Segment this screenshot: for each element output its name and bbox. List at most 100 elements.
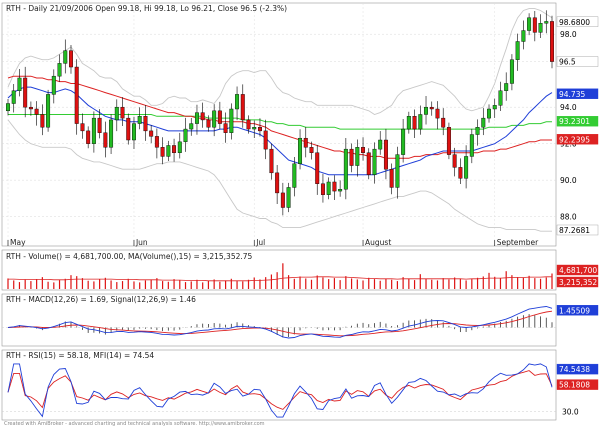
macd-value-badge: 1.45509 <box>559 306 590 315</box>
rsi-pane-frame <box>1 349 557 421</box>
price-pane: 98.096.594.092.090.088.0 98.680096.594.7… <box>1 2 599 247</box>
volume-badges: 4,681,700 3,215,352 <box>556 264 599 288</box>
candle-body <box>504 83 509 91</box>
candle-body <box>69 50 73 68</box>
candle-body <box>550 21 554 62</box>
candle-body <box>74 66 79 124</box>
macd-line <box>7 306 553 339</box>
bollinger-upper-line <box>7 8 553 115</box>
candles <box>6 10 554 216</box>
month-label: Jul <box>255 238 265 247</box>
candle-body <box>395 154 400 188</box>
price-badge: 93.2301 <box>559 117 590 126</box>
candle-body <box>212 110 217 128</box>
candle-body <box>298 137 303 164</box>
bollinger-lower-line <box>7 119 552 232</box>
candle-body <box>46 94 51 128</box>
candle-body <box>332 181 337 192</box>
candle-body <box>103 132 108 148</box>
month-label: May <box>10 238 26 247</box>
volume-ma-badge-box <box>556 276 599 288</box>
candle-body <box>252 127 257 130</box>
candle-body <box>223 123 228 133</box>
ma20-line <box>7 86 553 176</box>
price-badge-box <box>556 224 599 236</box>
candle-body <box>292 163 297 188</box>
candle-body <box>338 189 343 192</box>
month-label: September <box>497 238 539 247</box>
macd-title: RTH - MACD(12,26) = 1.69, Signal(12,26,9… <box>6 295 196 304</box>
candle-body <box>229 108 234 133</box>
price-badge: 98.6800 <box>559 18 590 27</box>
candle-body <box>406 116 411 130</box>
rsi-line <box>7 370 553 410</box>
footer-credit: Created with AmiBroker - advanced charti… <box>4 421 265 427</box>
candle-body <box>498 90 503 106</box>
candle-body <box>378 139 383 150</box>
rsi-badges: 74.5438 58.1808 <box>556 363 599 390</box>
candle-body <box>280 192 285 208</box>
candle-body <box>194 112 199 124</box>
candle-body <box>326 181 331 195</box>
candle-body <box>487 108 491 119</box>
rsi-lines <box>2 363 556 418</box>
candle-body <box>189 123 194 130</box>
moving-averages <box>7 75 553 176</box>
candle-body <box>217 110 222 124</box>
volume-pane: 4,681,700 3,215,352 RTH - Volume() = 4,68… <box>1 249 599 291</box>
candle-body <box>481 117 486 128</box>
candle-body <box>435 108 440 119</box>
candle-body <box>469 134 474 157</box>
candle-body <box>172 145 177 153</box>
candle-body <box>154 136 159 148</box>
candle-body <box>114 106 119 121</box>
price-tick-label: 98.0 <box>560 30 577 39</box>
price-badge: 87.2681 <box>559 226 590 235</box>
candle-body <box>177 141 182 153</box>
candle-body <box>120 106 125 119</box>
price-badge: 94.735 <box>559 90 585 99</box>
candle-body <box>143 116 148 132</box>
price-badge-box <box>556 88 599 99</box>
candle-body <box>286 187 291 208</box>
candle-body <box>458 167 463 179</box>
bollinger-bands <box>7 8 553 232</box>
candle-body <box>418 114 423 130</box>
ma200-line <box>8 114 552 130</box>
mfi-line <box>7 363 553 418</box>
macd-signal-line <box>7 310 553 337</box>
candle-body <box>91 117 96 144</box>
candle-body <box>149 130 154 137</box>
candle-body <box>40 114 45 128</box>
candle-body <box>57 63 62 77</box>
candle-body <box>475 127 480 135</box>
candle-body <box>361 147 366 153</box>
candle-body <box>86 130 91 144</box>
candle-body <box>343 148 348 190</box>
candle-body <box>97 117 102 133</box>
candle-body <box>137 116 142 124</box>
candle-body <box>464 156 469 179</box>
price-badge: 96.5 <box>559 58 576 67</box>
candle-body <box>275 172 280 194</box>
candle-body <box>17 77 22 91</box>
candle-body <box>527 17 532 31</box>
price-badge-box <box>556 116 599 127</box>
candle-body <box>452 154 457 168</box>
candle-body <box>23 77 28 108</box>
rsi-value-badge-box <box>556 379 599 390</box>
candle-body <box>132 123 136 141</box>
price-badge: 92.2395 <box>559 135 590 144</box>
candle-body <box>492 105 497 110</box>
price-badges: 98.6800 96.5 94.735 93.2301 92.2395 87.2681 <box>556 16 599 236</box>
candle-body <box>372 148 377 175</box>
month-axis: May Jun Jul August September <box>7 238 539 247</box>
candle-body <box>509 59 514 84</box>
candle-body <box>160 147 165 157</box>
candle-body <box>515 41 520 60</box>
ma50-line <box>7 75 552 159</box>
mfi-value-badge: 74.5438 <box>559 365 590 374</box>
candle-body <box>80 123 85 132</box>
macd-value-badge-box <box>556 305 599 316</box>
price-tick-label: 88.0 <box>560 213 577 222</box>
